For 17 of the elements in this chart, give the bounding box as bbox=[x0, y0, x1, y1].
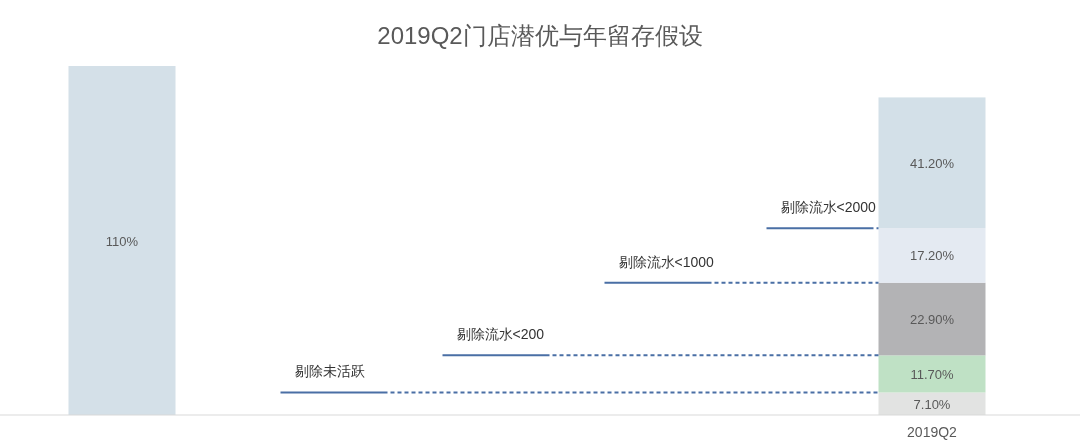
data-label: 110% bbox=[105, 233, 139, 249]
chart-title: 2019Q2门店潜优与年留存假设 bbox=[377, 22, 703, 49]
bar bbox=[878, 282, 986, 356]
bar bbox=[878, 228, 986, 283]
bar bbox=[878, 97, 986, 229]
ref-line-label: 剔除流水<200 bbox=[456, 326, 545, 343]
data-label: 41.20% bbox=[909, 155, 955, 171]
data-label: 22.90% bbox=[909, 312, 955, 328]
ref-line-label: 剔除流水<2000 bbox=[780, 199, 877, 216]
bar bbox=[68, 66, 176, 415]
data-label: 17.20% bbox=[909, 248, 955, 264]
ref-line-label: 剔除流水<1000 bbox=[618, 253, 715, 270]
ref-line-label: 剔除未活跃 bbox=[294, 363, 365, 380]
bar bbox=[878, 355, 986, 393]
data-label: 7.10% bbox=[913, 396, 951, 412]
data-label: 11.70% bbox=[910, 366, 954, 382]
x-tick-label: 2019Q2 bbox=[907, 424, 958, 440]
